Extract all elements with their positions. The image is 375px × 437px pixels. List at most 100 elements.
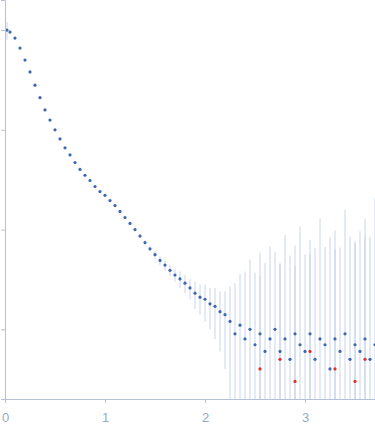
error-bar [325,247,326,399]
point [193,292,196,295]
error-bar [310,240,311,399]
point [353,343,356,346]
point [78,168,81,171]
point [308,332,311,335]
y-tick-mark [1,329,5,330]
point [278,350,281,353]
error-bar [365,237,366,399]
point [183,282,186,285]
point [258,367,261,370]
error-bar [335,230,336,399]
points [258,350,366,383]
point [113,204,116,207]
point [83,174,86,177]
error-bar [290,255,291,399]
error-bars [7,22,375,399]
x-tick: 1 [102,399,109,425]
point [363,337,366,340]
error-bar [365,219,366,399]
error-bar [310,255,311,399]
point [58,137,61,140]
error-bar [315,248,316,399]
point [18,46,21,49]
x-axis: 0 1 2 3 [2,399,375,425]
point [53,128,56,131]
error-bar [360,231,361,399]
error-bar [240,274,241,399]
points [5,28,375,370]
chart: 0 1 2 3 [0,0,375,437]
x-tick-label: 2 [202,410,209,425]
point [363,358,366,361]
point [178,277,181,280]
x-tick: 0 [2,399,9,425]
error-bar [215,288,216,339]
point [68,153,71,156]
point [118,210,121,213]
point [258,332,261,335]
point [38,96,41,99]
point [333,367,336,370]
point [253,343,256,346]
error-bar [295,246,296,399]
point [203,298,206,301]
x-tick-label: 0 [2,410,9,425]
error-bar [370,237,371,399]
error-bar [255,273,256,399]
x-tick-mark [305,399,306,403]
error-bar [230,286,231,399]
error-bar [340,248,341,399]
error-bar [195,282,196,309]
point [338,350,341,353]
y-tick [1,329,5,330]
point [288,358,291,361]
x-tick-mark [205,399,206,403]
point [163,263,166,266]
error-bar [275,252,276,399]
plot: 0 1 2 3 [1,1,375,425]
error-bar [260,252,261,399]
point [238,324,241,327]
point [333,337,336,340]
point [323,343,326,346]
point [353,380,356,383]
y-tick [1,230,5,231]
x-tick: 2 [202,399,209,425]
y-tick [1,30,5,31]
x-axis-line [6,400,375,404]
point [108,199,111,202]
point [273,328,276,331]
x-tick-label: 3 [302,410,309,425]
error-bar [330,237,331,399]
point [313,358,316,361]
point [318,337,321,340]
point [348,358,351,361]
point [283,337,286,340]
point [233,332,236,335]
point [368,358,371,361]
error-bar [225,291,226,369]
point [123,216,126,219]
point [358,350,361,353]
point [223,313,226,316]
error-bar [245,271,246,399]
point [153,253,156,256]
error-bar [320,219,321,399]
point [93,185,96,188]
point [228,320,231,323]
error-bar [285,235,286,399]
point [143,241,146,244]
point [213,305,216,308]
point [188,286,191,289]
point [8,30,11,33]
point [148,247,151,250]
error-bar [280,263,281,399]
error-bars [260,237,365,399]
error-bar [210,288,211,329]
point [73,161,76,164]
point [208,302,211,305]
marks [5,22,375,399]
point [88,179,91,182]
point [133,228,136,231]
point [263,350,266,353]
